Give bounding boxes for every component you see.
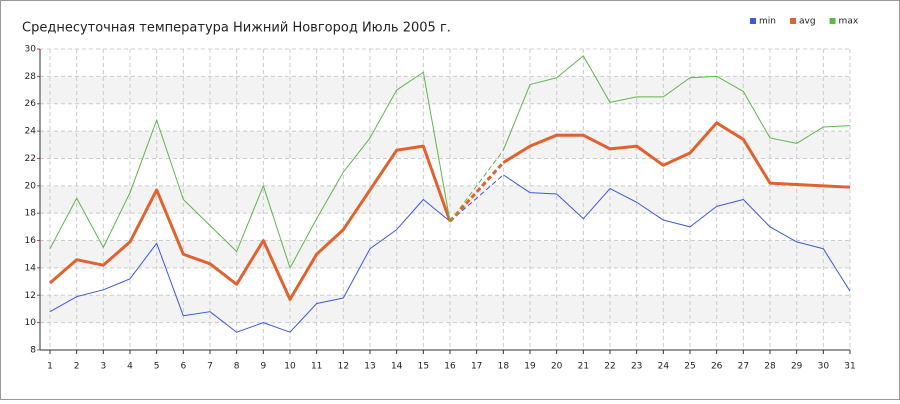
x-tick-label: 13 <box>364 362 375 372</box>
x-tick-label: 23 <box>631 362 642 372</box>
x-tick-label: 15 <box>418 362 429 372</box>
series-line <box>49 55 851 269</box>
y-tick-label: 12 <box>25 291 36 301</box>
series-line <box>49 121 851 301</box>
grid-band <box>40 131 850 159</box>
x-tick-label: 11 <box>311 362 322 372</box>
x-tick-label: 16 <box>444 362 456 372</box>
grid-band <box>40 76 850 104</box>
y-tick-label: 26 <box>25 99 37 109</box>
y-tick-label: 30 <box>25 45 37 55</box>
legend-label: avg <box>799 17 816 27</box>
grid-band <box>40 295 850 323</box>
x-tick-label: 25 <box>684 362 695 372</box>
x-tick-label: 9 <box>260 362 266 372</box>
chart-title: Среднесуточная температура Нижний Новгор… <box>22 21 451 36</box>
x-tick-label: 21 <box>578 362 589 372</box>
series-line <box>49 174 851 333</box>
x-tick-label: 27 <box>738 362 749 372</box>
x-tick-label: 30 <box>818 362 830 372</box>
x-tick-label: 22 <box>604 362 615 372</box>
x-tick-label: 20 <box>551 362 563 372</box>
x-tick-label: 8 <box>234 362 240 372</box>
x-tick-label: 29 <box>791 362 803 372</box>
y-tick-label: 8 <box>30 346 36 356</box>
y-tick-label: 20 <box>25 181 37 191</box>
y-tick-label: 28 <box>25 72 37 82</box>
legend-label: min <box>759 17 776 27</box>
x-tick-label: 18 <box>498 362 510 372</box>
x-tick-label: 24 <box>658 362 670 372</box>
x-tick-label: 3 <box>100 362 106 372</box>
x-tick-label: 12 <box>338 362 349 372</box>
y-tick-label: 18 <box>25 209 37 219</box>
y-tick-label: 24 <box>25 127 37 137</box>
x-tick-label: 17 <box>471 362 482 372</box>
legend-swatch <box>789 18 796 24</box>
x-tick-label: 7 <box>207 362 213 372</box>
y-tick-label: 14 <box>25 263 37 273</box>
x-tick-label: 1 <box>47 362 53 372</box>
y-tick-label: 22 <box>25 154 36 164</box>
x-tick-label: 5 <box>154 362 160 372</box>
grid-band <box>40 240 850 268</box>
x-tick-label: 19 <box>524 362 536 372</box>
y-tick-label: 10 <box>25 318 37 328</box>
legend-swatch <box>829 18 836 24</box>
y-tick-label: 16 <box>25 236 37 246</box>
legend-swatch <box>750 18 756 24</box>
gap-bridge <box>449 149 504 222</box>
x-tick-label: 2 <box>74 362 80 372</box>
legend-label: max <box>839 17 859 27</box>
x-tick-label: 6 <box>180 362 186 372</box>
x-tick-label: 10 <box>284 362 296 372</box>
x-tick-label: 14 <box>391 362 403 372</box>
x-tick-label: 31 <box>844 362 855 372</box>
x-tick-label: 4 <box>127 362 133 372</box>
gap-bridge <box>448 161 505 223</box>
x-tick-label: 26 <box>711 362 723 372</box>
x-tick-label: 28 <box>764 362 776 372</box>
